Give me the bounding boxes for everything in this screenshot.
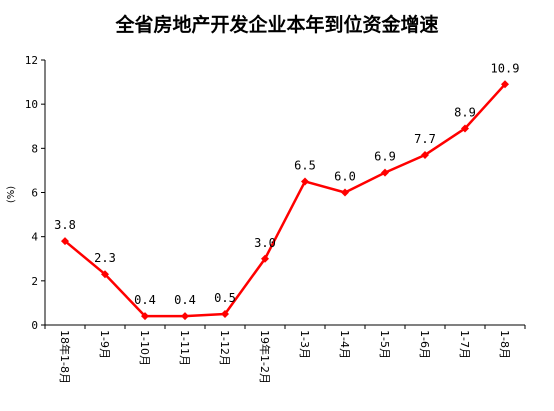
x-category-label: 1-6月 [418,330,431,359]
data-point [181,312,189,321]
x-category-label: 1-3月 [298,330,311,359]
series-group [61,80,509,321]
data-label: 0.4 [134,293,156,307]
y-tick-label: 0 [31,319,38,332]
axes: (%) [6,60,525,326]
x-category-label: 1-9月 [98,330,111,359]
data-point [461,124,469,133]
data-label: 6.0 [334,170,356,184]
data-point [341,188,349,197]
y-tick-label: 12 [25,54,38,67]
x-category-label: 1-11月 [178,330,191,366]
chart-title: 全省房地产开发企业本年到位资金增速 [115,14,439,36]
data-label: 6.5 [294,158,316,172]
y-tick-label: 2 [31,275,38,288]
x-category-label: 1-5月 [378,330,391,359]
x-category-label: 1-8月 [498,330,511,359]
x-axis-ticks: 18年1-8月 1-9月 1-10月 1-11月 1-12月 19年1-2月 1-3月 1-4… [44,325,526,384]
x-category-label: 1-12月 [218,330,231,366]
data-label: 0.5 [214,291,236,305]
data-point [221,309,229,318]
data-label: 7.7 [414,132,436,146]
y-axis-ticks: 0 2 4 6 8 10 12 [25,54,45,332]
data-point [101,270,109,279]
data-point [141,312,149,321]
data-label: 8.9 [454,105,476,119]
data-point [61,237,69,246]
data-point [261,254,269,263]
data-label: 10.9 [491,61,520,75]
x-category-label: 1-10月 [138,330,151,366]
data-label: 3.8 [54,218,76,232]
y-tick-label: 10 [25,98,38,111]
data-labels: 3.8 2.3 0.4 0.4 0.5 3.0 6.5 6.0 6.9 7.7 8.9 10.9 [54,61,519,307]
data-point [301,177,309,186]
x-category-label: 1-4月 [338,330,351,359]
x-category-label: 19年1-2月 [258,330,272,384]
data-point [381,168,389,177]
y-tick-label: 6 [31,187,38,200]
data-point [421,150,429,159]
x-category-label: 18年1-8月 [58,330,72,384]
x-category-label: 1-7月 [458,330,471,359]
y-tick-label: 8 [31,142,38,155]
data-label: 2.3 [94,251,116,265]
y-axis-title: (%) [6,186,17,203]
data-label: 6.9 [374,150,396,164]
data-point [501,80,509,89]
data-label: 0.4 [174,293,196,307]
series-line [64,83,506,318]
data-label: 3.0 [254,236,276,250]
y-tick-label: 4 [31,231,38,244]
